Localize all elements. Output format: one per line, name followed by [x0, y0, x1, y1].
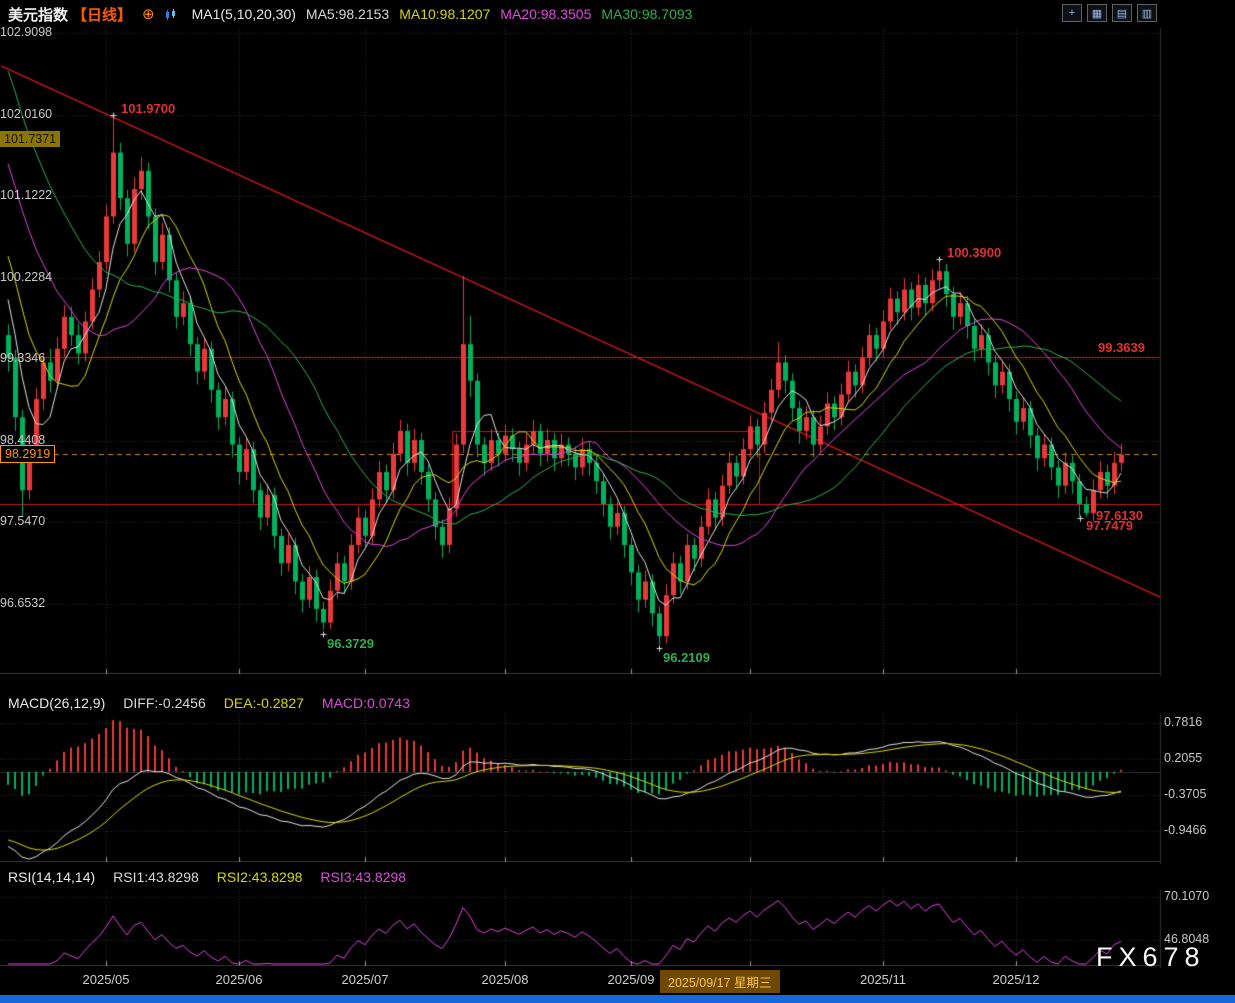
- macd-hist-value: MACD:0.0743: [321, 695, 410, 711]
- x-axis-month-label: 2025/06: [215, 972, 263, 987]
- macd-dea-value: DEA:-0.2827: [223, 695, 304, 711]
- split-left-layout-icon[interactable]: ▤: [1112, 4, 1132, 22]
- macd-header: MACD(26,12,9) DIFF:-0.2456 DEA:-0.2827 M…: [8, 695, 410, 711]
- x-axis-month-label: 2025/09: [607, 972, 655, 987]
- split-right-layout-icon[interactable]: ▥: [1137, 4, 1157, 22]
- grid-layout-icon[interactable]: ▦: [1087, 4, 1107, 22]
- rsi3-value: RSI3:43.8298: [320, 869, 407, 885]
- timeframe-label[interactable]: 【日线】: [72, 6, 133, 24]
- x-axis-month-label: 2025/05: [82, 972, 130, 987]
- chart-header: 美元指数 【日线】 ⊕ MA1(5,10,20,30) MA5:98.2153 …: [0, 0, 1235, 28]
- ma-settings-label: MA1(5,10,20,30): [191, 6, 296, 22]
- x-axis-month-label: 2025/11: [859, 972, 907, 987]
- ma5-value-label: MA5:98.2153: [305, 6, 390, 22]
- pan-arrows-icon[interactable]: +: [1062, 4, 1082, 22]
- ma20-value-label: MA20:98.3505: [500, 6, 592, 22]
- symbol-title: 美元指数: [8, 6, 69, 24]
- chart-toolbar: + ▦ ▤ ▥: [1062, 4, 1157, 22]
- macd-chart-canvas[interactable]: [0, 714, 1235, 864]
- x-axis-month-label: 2025/12: [992, 972, 1040, 987]
- crosshair-date-label: 2025/09/17 星期三: [660, 970, 780, 993]
- ma10-value-label: MA10:98.1207: [399, 6, 491, 22]
- rsi2-value: RSI2:43.8298: [216, 869, 303, 885]
- rsi-chart-canvas[interactable]: [0, 890, 1235, 968]
- bottom-bar: [0, 995, 1235, 1003]
- x-axis-month-label: 2025/07: [341, 972, 389, 987]
- ma30-value-label: MA30:98.7093: [601, 6, 693, 22]
- rsi-header: RSI(14,14,14) RSI1:43.8298 RSI2:43.8298 …: [8, 869, 406, 885]
- macd-diff-value: DIFF:-0.2456: [123, 695, 206, 711]
- rsi1-value: RSI1:43.8298: [113, 869, 199, 885]
- add-compare-icon[interactable]: ⊕: [142, 6, 155, 23]
- chart-type-icon[interactable]: [165, 8, 178, 21]
- main-chart-canvas[interactable]: [0, 28, 1235, 676]
- watermark: FX678: [1096, 942, 1206, 972]
- rsi-params-label: RSI(14,14,14): [8, 869, 96, 885]
- x-axis: 2025/09/17 星期三 2025/05 2025/06 2025/07 2025…: [0, 968, 1160, 994]
- macd-params-label: MACD(26,12,9): [8, 695, 106, 711]
- x-axis-month-label: 2025/08: [481, 972, 529, 987]
